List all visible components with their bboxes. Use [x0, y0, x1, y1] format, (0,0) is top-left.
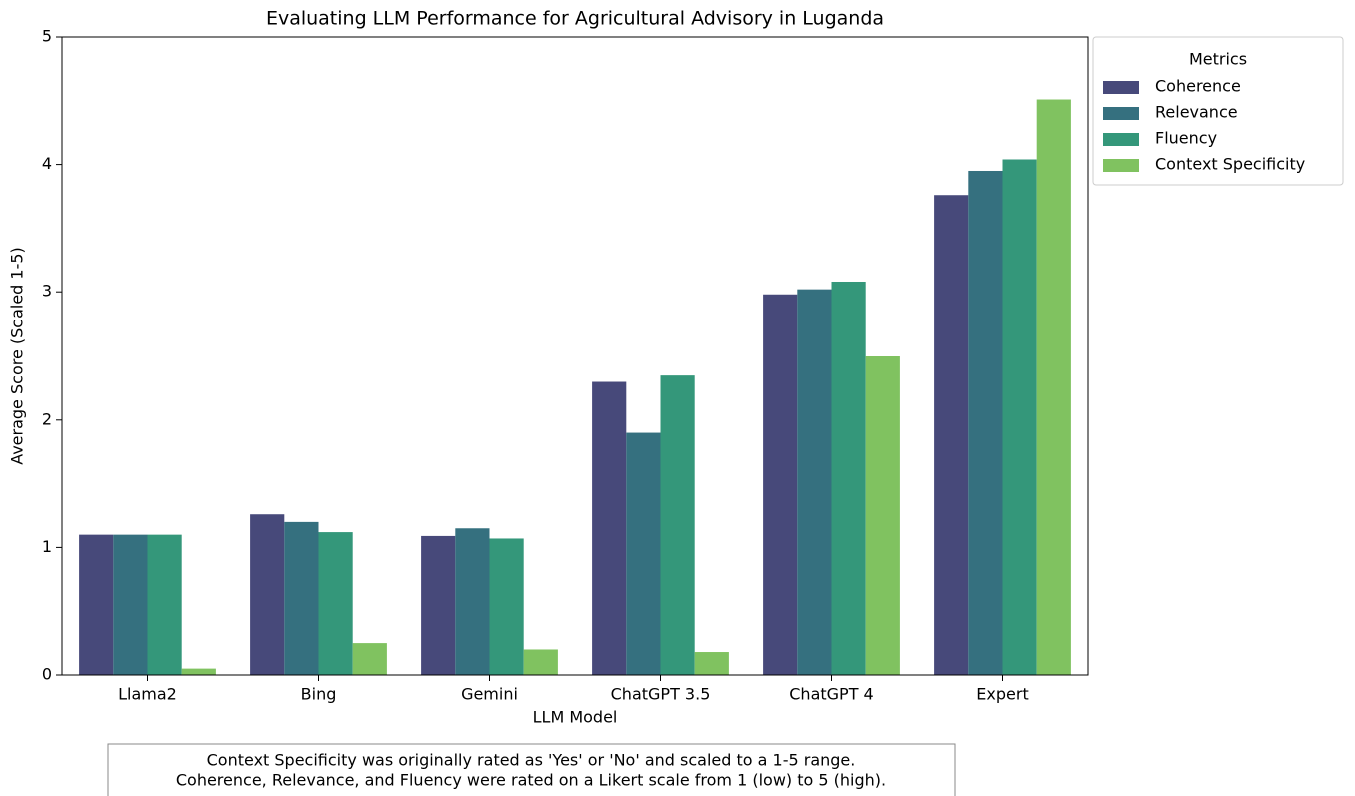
note-line: Context Specificity was originally rated…: [207, 751, 856, 770]
bar: [284, 521, 319, 675]
note-box: [107, 743, 956, 796]
bar: [865, 356, 900, 675]
bar: [79, 534, 114, 675]
note-line: Coherence, Relevance, and Fluency were r…: [176, 771, 886, 790]
bar: [592, 381, 627, 675]
y-axis-label: Average Score (Scaled 1-5): [8, 247, 27, 465]
bar: [352, 643, 387, 675]
bar: [421, 535, 456, 675]
x-tick-label: Gemini: [461, 685, 518, 704]
bar: [831, 281, 866, 675]
bar: [763, 294, 798, 675]
bar: [1036, 99, 1071, 676]
y-tick-label: 2: [42, 409, 52, 428]
bar: [626, 432, 661, 675]
x-tick-label: Bing: [301, 685, 337, 704]
legend-title: Metrics: [1189, 50, 1247, 69]
bar: [797, 289, 832, 675]
x-tick-label: Expert: [976, 685, 1028, 704]
y-tick-label: 5: [42, 27, 52, 46]
legend-swatch: [1103, 81, 1139, 94]
x-tick-label: ChatGPT 3.5: [611, 685, 711, 704]
bar: [113, 534, 148, 675]
bar: [318, 532, 353, 675]
bar: [147, 534, 182, 675]
y-tick-label: 3: [42, 282, 52, 301]
legend-swatch: [1103, 133, 1139, 146]
bar: [250, 514, 285, 675]
legend-label: Context Specificity: [1155, 155, 1305, 174]
bar: [660, 375, 695, 675]
legend-swatch: [1103, 107, 1139, 120]
x-tick-label: Llama2: [118, 685, 177, 704]
bar: [523, 649, 558, 675]
y-tick-label: 0: [42, 665, 52, 684]
chart-title: Evaluating LLM Performance for Agricultu…: [266, 8, 884, 30]
x-tick-label: ChatGPT 4: [789, 685, 873, 704]
bar: [181, 668, 216, 675]
bar: [968, 170, 1003, 676]
bar: [455, 528, 490, 675]
y-tick-label: 4: [42, 154, 52, 173]
y-tick-label: 1: [42, 537, 52, 556]
x-axis-label: LLM Model: [533, 708, 618, 727]
plot-frame: [61, 36, 1089, 676]
legend-box: [1092, 36, 1344, 186]
bar: [694, 652, 729, 675]
legend-swatch: [1103, 159, 1139, 172]
bar: [934, 195, 969, 675]
bar: [489, 538, 524, 675]
legend-label: Coherence: [1155, 77, 1241, 96]
bar: [1002, 159, 1037, 676]
legend-label: Fluency: [1155, 129, 1217, 148]
legend-label: Relevance: [1155, 103, 1238, 122]
